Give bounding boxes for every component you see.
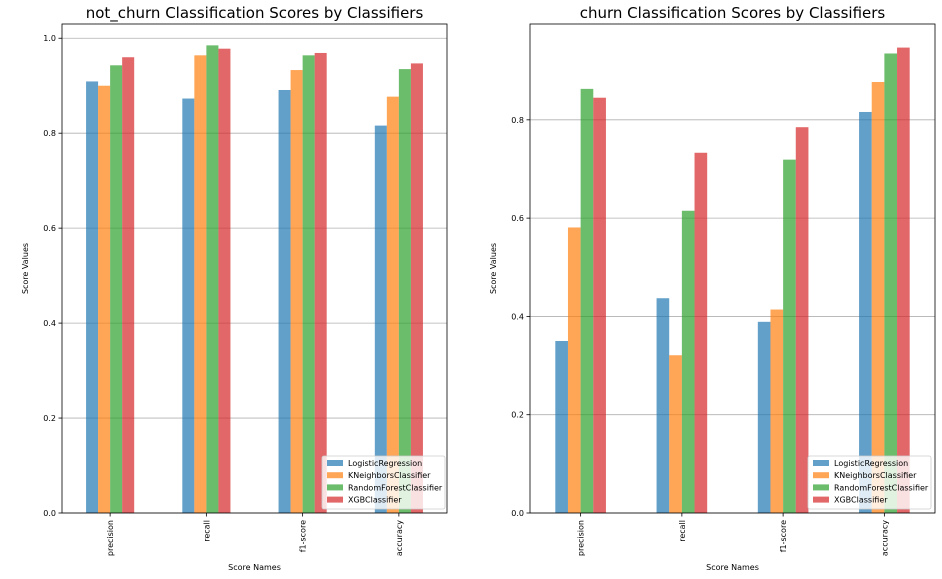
bar-RandomForestClassifier-recall [681,210,695,513]
x-axis-label: Score Names [228,563,281,572]
chart-title: not_churn Classification Scores by Class… [86,4,424,23]
y-tick-label: 1.0 [43,34,56,43]
bar-XGBClassifier-recall [218,48,231,513]
bar-XGBClassifier-f1-score [795,127,809,514]
legend-entry: RandomForestClassifier [348,483,443,492]
y-tick-label: 0.4 [43,319,56,328]
bar-RandomForestClassifier-precision [110,65,123,513]
y-tick-label: 0.0 [511,509,524,518]
y-tick-label: 0.8 [511,116,524,125]
legend-swatch [813,496,829,503]
legend-swatch [327,484,343,491]
bar-KNeighborsClassifier-recall [669,355,682,513]
bar-XGBClassifier-recall [694,152,708,513]
y-tick-label: 0.8 [43,129,56,138]
legend-entry: KNeighborsClassifier [834,471,917,480]
bar-LogisticRegression-accuracy [374,125,387,514]
legend-swatch [813,472,829,479]
bar-LogisticRegression-precision [86,81,99,514]
bar-RandomForestClassifier-accuracy [884,53,898,514]
bar-KNeighborsClassifier-accuracy [871,81,885,514]
axes-frame [529,23,936,514]
legend-entry: RandomForestClassifier [834,483,929,492]
legend-swatch [327,460,343,466]
legend-entry: LogisticRegression [348,459,422,468]
bar-XGBClassifier-accuracy [897,47,910,513]
axes-frame [61,23,448,514]
chart-not-churn: 0.0 0.2 0.4 0.6 0.8 1.0 precision recall f1-scor… [21,4,448,572]
bar-RandomForestClassifier-f1-score [302,55,315,513]
chart-churn: 0.0 0.2 0.4 0.6 0.8 precision recall f1-score ac… [489,4,936,572]
bar-RandomForestClassifier-precision [580,88,594,513]
bar-XGBClassifier-precision [122,57,135,514]
y-tick-label: 0.0 [43,509,56,518]
bar-RandomForestClassifier-f1-score [783,159,796,513]
bar-LogisticRegression-accuracy [859,111,872,513]
bar-KNeighborsClassifier-precision [98,85,111,513]
legend-swatch [813,484,829,491]
y-tick-label: 0.2 [43,414,56,423]
x-axis-label: Score Names [706,563,759,572]
bar-KNeighborsClassifier-precision [567,227,581,513]
legend-swatch [813,460,829,466]
y-tick-label: 0.4 [511,312,524,321]
bar-KNeighborsClassifier-f1-score [290,70,303,513]
bar-LogisticRegression-f1-score [757,321,771,513]
bar-LogisticRegression-f1-score [278,89,291,513]
legend-entry: LogisticRegression [834,459,908,468]
bar-RandomForestClassifier-recall [206,45,219,514]
y-axis-label: Score Values [21,243,30,294]
bar-LogisticRegression-recall [182,98,195,513]
x-tick-label: precision [106,520,115,556]
legend-swatch [327,496,343,503]
bar-LogisticRegression-recall [656,298,670,513]
x-tick-label: recall [678,520,687,542]
y-axis-label: Score Values [489,243,498,294]
bar-XGBClassifier-precision [593,97,606,513]
bar-RandomForestClassifier-accuracy [398,69,411,514]
legend: LogisticRegression KNeighborsClassifier Ra… [807,455,932,510]
y-tick-label: 0.6 [511,214,524,223]
bar-KNeighborsClassifier-accuracy [386,96,399,513]
legend-entry: XGBClassifier [834,496,888,505]
legend-swatch [327,472,343,479]
x-tick-label: accuracy [395,520,404,556]
x-tick-label: accuracy [880,520,889,556]
bar-KNeighborsClassifier-f1-score [770,309,784,513]
legend-box [321,455,446,510]
legend-entry: XGBClassifier [348,496,402,505]
legend: LogisticRegression KNeighborsClassifier Ra… [321,455,446,510]
bar-XGBClassifier-accuracy [410,63,423,514]
x-tick-label: precision [577,520,586,556]
x-tick-label: f1-score [299,520,308,552]
y-tick-label: 0.6 [43,224,56,233]
x-tick-label: recall [202,520,211,542]
x-tick-label: f1-score [779,520,788,552]
legend-entry: KNeighborsClassifier [348,471,431,480]
bar-KNeighborsClassifier-recall [194,55,207,513]
chart-title: churn Classification Scores by Classifie… [580,4,886,22]
bar-LogisticRegression-precision [555,340,568,513]
legend-box [807,455,932,510]
y-tick-label: 0.2 [511,411,524,420]
bar-XGBClassifier-f1-score [314,52,327,513]
